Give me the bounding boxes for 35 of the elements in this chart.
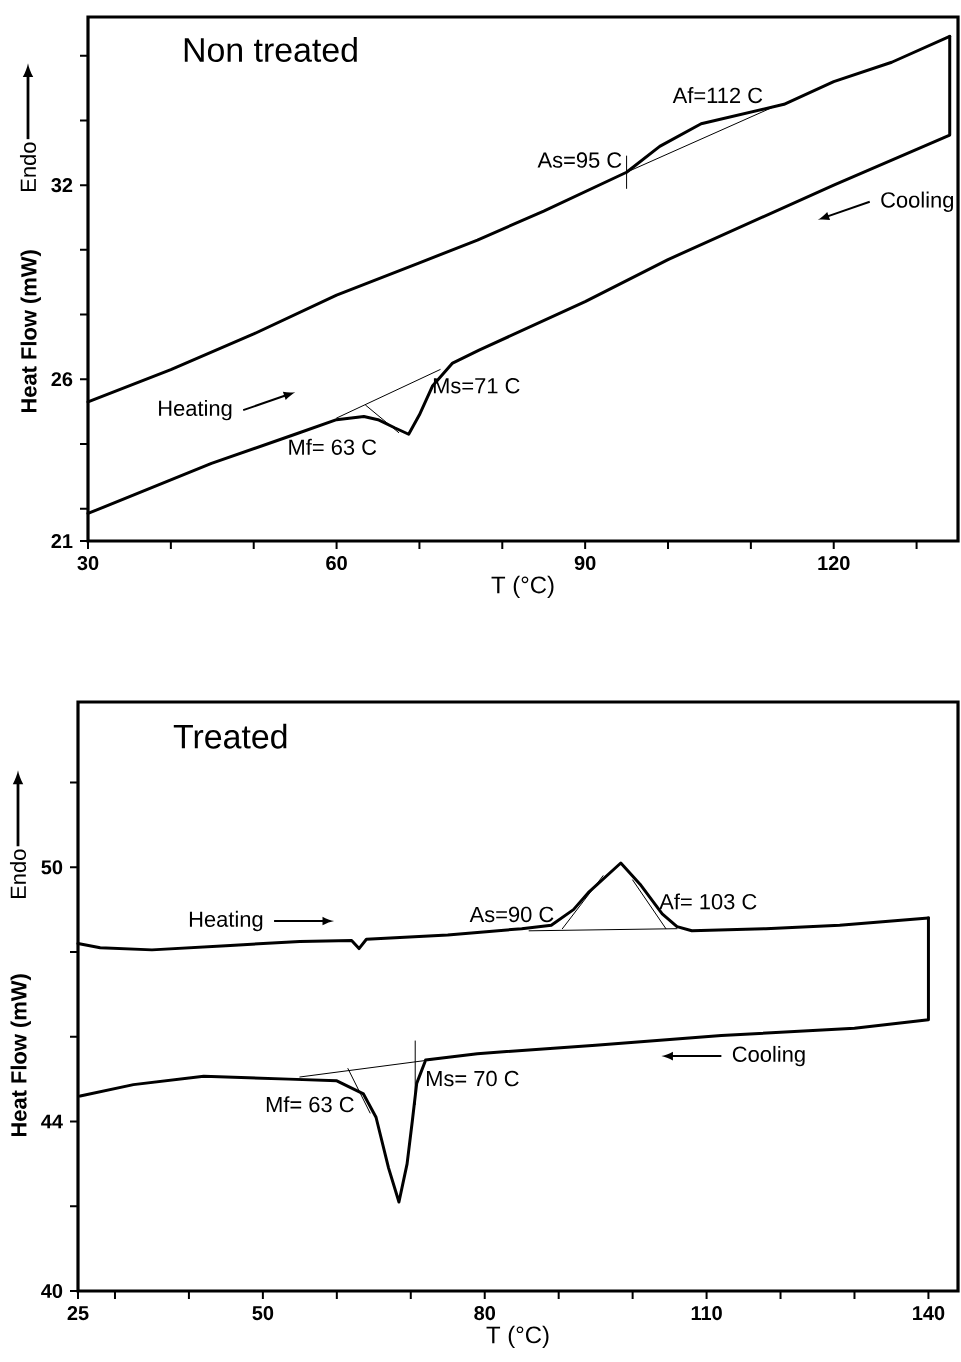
annotation: Ms= 70 C [426,1070,519,1087]
x-tick-label: 25 [67,1306,89,1321]
annotation: As=95 C [537,152,622,168]
y-tick-label: 40 [41,1283,63,1299]
y-tick-label: 50 [41,860,63,875]
annotation: Af=112 C [672,87,763,104]
annotation: As=90 C [469,906,554,923]
annotation: Mf= 63 C [266,1096,354,1113]
series-label: Heating [189,910,263,932]
legend-label: Cooling [881,191,954,212]
x-tick-label: 110 [691,1306,722,1321]
x-tick-label: 140 [913,1306,945,1321]
y-axis-title: Heat Flow (mW) [10,974,31,1137]
chart-title: Non treated [184,37,357,62]
text: Treated [173,723,287,749]
legend-label: Cooling [732,1045,805,1067]
x-axis-title: T (°C) [491,575,554,599]
series-label: Heating [159,399,232,421]
x-tick-label: 60 [326,556,347,571]
text: Endo [9,849,27,899]
annotation: Mf= 63 C [289,438,377,455]
x-axis-title: T (°C) [486,1325,549,1349]
y-axis-title: Heat Flow (mW) [20,250,41,413]
x-tick-label: 80 [474,1306,496,1321]
y-tick-label: 44 [41,1114,63,1129]
x-tick-label: 120 [818,556,850,571]
y-tick-label: 32 [51,178,73,193]
x-tick-label: 90 [574,556,596,571]
annotation: Ms=71 C [433,377,520,394]
y-tick-label: 21 [51,534,73,548]
text: Endo [19,142,37,191]
x-tick-label: 50 [252,1306,274,1321]
y-tick-label: 26 [51,372,73,387]
annotation: Af= 103 C [659,893,757,910]
x-tick-label: 30 [77,556,99,571]
